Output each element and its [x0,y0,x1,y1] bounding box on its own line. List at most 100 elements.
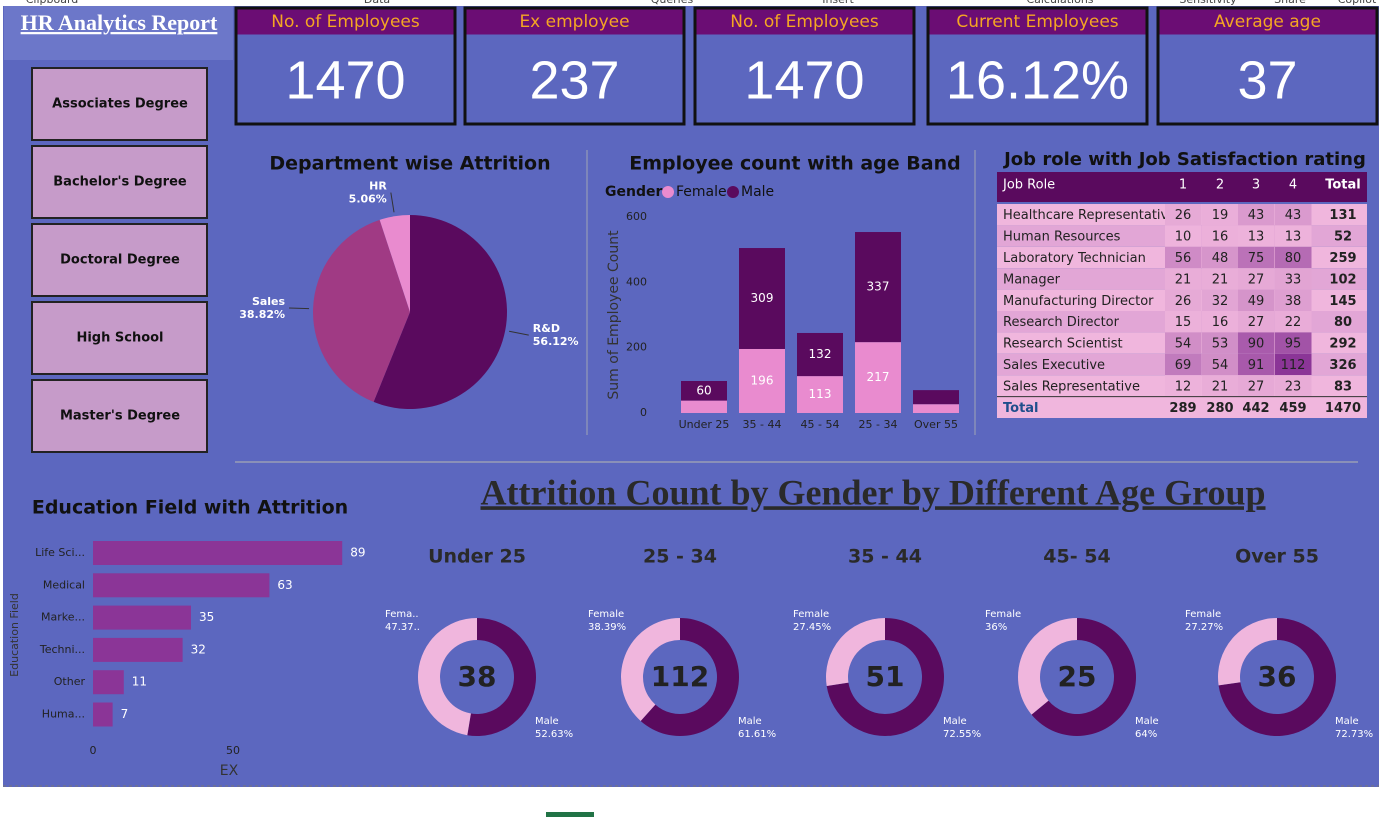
slice-value: 36% [985,622,1007,633]
heat-cell [1275,353,1312,376]
cell-value: 12 [1175,379,1192,394]
heat-cell [1275,332,1312,354]
slicer-button[interactable] [31,223,208,297]
heat-cell [1275,311,1312,333]
row-label: Manager [1003,272,1061,287]
cell-value: 23 [1285,379,1302,394]
slice-category: HR [369,180,387,193]
slicer-label: High School [76,331,163,346]
slice-category: Male [943,716,967,727]
ribbon-label: Copilot [1338,0,1377,6]
cell-value: 21 [1175,272,1192,287]
cell-value: 21 [1212,272,1229,287]
cell-value: 95 [1285,337,1302,352]
leader-line [509,330,529,336]
y-tick-label: Huma... [42,708,85,721]
cell-value: 22 [1285,315,1302,330]
column-header: Total [1325,178,1361,193]
heat-cell [1238,311,1275,333]
section-title: Attrition Count by Gender by Different A… [480,472,1265,512]
heat-cell [1275,225,1312,247]
cell-value: 80 [1334,315,1352,330]
chart-title: Education Field with Attrition [32,497,348,519]
cell-value: 13 [1248,230,1265,245]
card-label: Average age [1214,12,1321,32]
total-cell: 289 [1169,401,1196,416]
slice-category: Female [985,609,1021,620]
donut-segment [826,618,945,736]
active-tab[interactable] [546,812,594,817]
row-label: Human Resources [1003,230,1121,245]
card-value: 37 [1237,50,1297,110]
y-axis-label: Sum of Employee Count [606,230,622,400]
data-label: 35 [199,610,214,624]
y-tick-label: Medical [43,578,85,591]
chart-title: 45- 54 [1043,546,1110,568]
data-label: 63 [277,578,292,592]
legend-swatch [727,186,739,198]
donut-segment [1218,618,1336,736]
legend-swatch [662,186,674,198]
row-label: Sales Executive [1003,358,1105,373]
donut-segment [1218,618,1277,686]
chart-title: Over 55 [1235,546,1319,568]
slicer-button[interactable] [31,379,208,453]
slice-value: 61.61% [738,729,776,740]
leader-line [390,192,395,213]
card-value: 16.12% [946,50,1129,110]
cell-value: 91 [1248,358,1265,373]
bar-segment [913,404,959,413]
cell-value: 54 [1212,358,1229,373]
heat-cell [1165,353,1202,376]
total-cell: 280 [1206,401,1233,416]
cell-value: 26 [1175,208,1192,223]
heat-cell [1275,375,1312,397]
heat-cell [1165,268,1202,290]
ribbon-label: Share [1274,0,1306,6]
cell-value: 69 [1175,358,1192,373]
y-tick-label: Marke... [41,611,85,624]
data-label: 7 [121,707,129,721]
bar-segment [681,380,727,401]
y-tick-label: 0 [640,406,647,419]
slicer-button[interactable] [31,67,208,141]
card-header [1159,9,1376,35]
heat-cell [1165,204,1202,226]
x-tick-label: Under 25 [679,418,730,431]
cell-value: 145 [1329,294,1356,309]
bar-segment [797,376,843,413]
card-header [237,9,454,35]
cell-value: 15 [1175,315,1192,330]
chart-title: 25 - 34 [643,546,717,568]
chart-title: Under 25 [428,546,526,568]
slice-category: Fema.. [385,609,419,620]
heat-cell [1238,332,1275,354]
cell-value: 54 [1175,337,1192,352]
slicer-button[interactable] [31,145,208,219]
slice-value: 72.73% [1335,729,1373,740]
heat-cell [1202,353,1239,376]
cell-value: 21 [1212,379,1229,394]
heat-cell [1238,204,1275,226]
cell-value: 33 [1285,272,1302,287]
legend-label: Male [741,184,774,200]
slice-value: 38.82% [239,308,285,321]
total-cell: 1470 [1325,401,1361,416]
donut-segment [826,618,885,687]
ribbon-label: Calculations [1026,0,1093,6]
slice-value: 72.55% [943,729,981,740]
slice-category: Female [588,609,624,620]
cell-value: 292 [1329,337,1356,352]
heat-cell [1238,375,1275,397]
card-value: 237 [529,50,619,110]
bar-segment [797,332,843,377]
slicer-label: Doctoral Degree [60,253,180,268]
bar [93,541,343,565]
cell-value: 112 [1281,358,1306,373]
donut-segment [1017,618,1077,715]
slicer-button[interactable] [31,301,208,375]
cell-value: 19 [1212,208,1229,223]
heat-cell [1165,375,1202,397]
heat-cell [1165,246,1202,269]
